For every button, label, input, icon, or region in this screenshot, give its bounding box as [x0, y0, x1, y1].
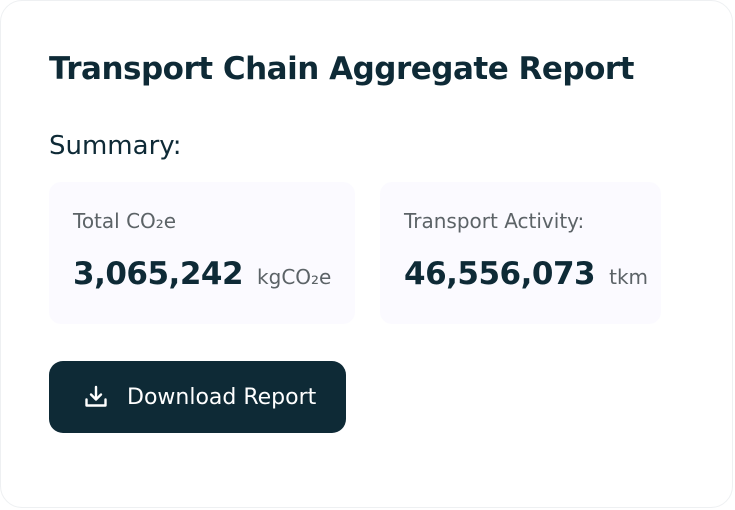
download-icon — [83, 384, 109, 410]
transport-activity-value-row: 46,556,073 tkm — [404, 256, 648, 292]
download-report-button[interactable]: Download Report — [49, 361, 346, 433]
total-co2e-unit: kgCO₂e — [257, 265, 332, 289]
report-title: Transport Chain Aggregate Report — [49, 51, 635, 87]
total-co2e-value: 3,065,242 — [73, 256, 244, 292]
total-co2e-value-row: 3,065,242 kgCO₂e — [73, 256, 331, 292]
transport-activity-unit: tkm — [609, 265, 649, 289]
transport-activity-card: Transport Activity: 46,556,073 tkm — [380, 182, 661, 324]
download-report-label: Download Report — [127, 384, 317, 410]
transport-activity-value: 46,556,073 — [404, 256, 596, 292]
summary-heading: Summary: — [49, 131, 182, 161]
total-co2e-card: Total CO₂e 3,065,242 kgCO₂e — [49, 182, 355, 324]
transport-activity-label: Transport Activity: — [404, 209, 585, 233]
total-co2e-label: Total CO₂e — [73, 209, 177, 233]
